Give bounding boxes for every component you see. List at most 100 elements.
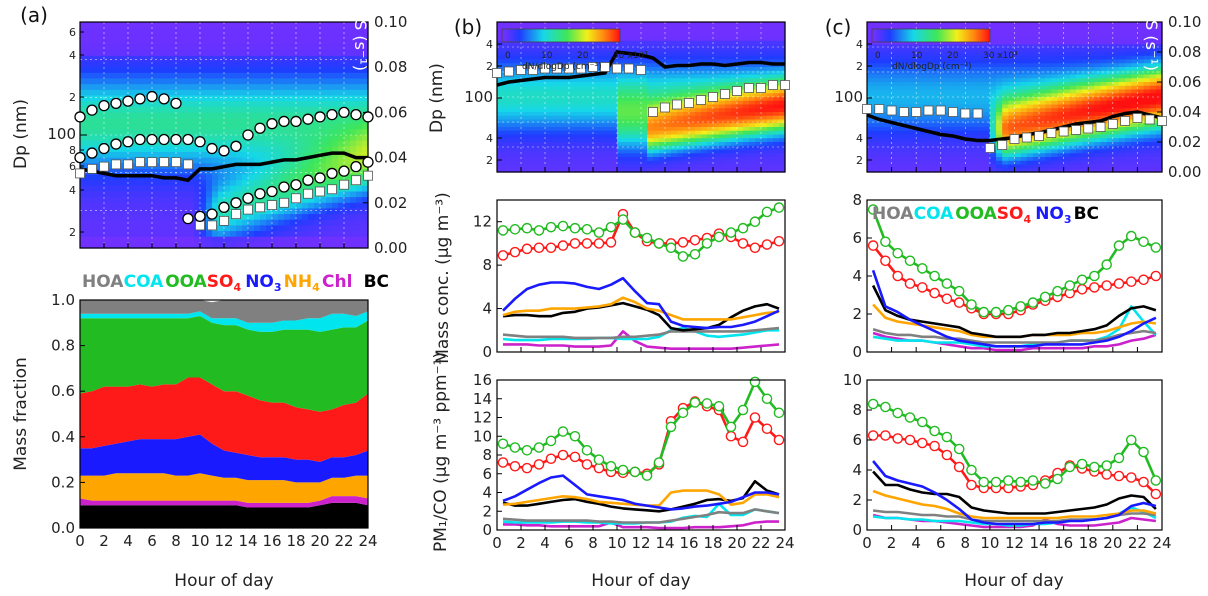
marker-ooa xyxy=(641,470,653,481)
marker-ooa xyxy=(617,464,629,476)
marker-ooa xyxy=(1052,473,1063,485)
legend-hoa: HOA xyxy=(82,272,124,292)
x-axis-label-b: Hour of day xyxy=(591,571,690,591)
x-tick-label: 16 xyxy=(1054,534,1073,552)
panel-label-a: (a) xyxy=(20,3,48,27)
chart-c-mid xyxy=(867,204,1162,352)
marker-square xyxy=(243,204,253,215)
x-tick-label: 6 xyxy=(147,532,157,550)
legend-bc: BC xyxy=(364,272,389,292)
marker-circle xyxy=(350,160,362,173)
panel-label-c: (c) xyxy=(825,15,852,39)
marker-square xyxy=(1046,128,1057,138)
marker-ooa xyxy=(1101,259,1112,270)
y-tick-label: 0.8 xyxy=(51,337,75,355)
mass-fraction-label: Mass fraction xyxy=(11,357,31,471)
marker-circle xyxy=(230,140,242,152)
marker-so4 xyxy=(593,238,605,249)
marker-ooa xyxy=(1064,280,1076,291)
marker-circle xyxy=(74,151,86,164)
y-tick-label: 4 xyxy=(69,49,76,62)
marker-ooa xyxy=(1076,458,1088,470)
line-bc xyxy=(871,284,1157,339)
marker-square xyxy=(1034,131,1044,141)
marker-ooa xyxy=(773,202,785,213)
marker-so4 xyxy=(1125,276,1137,288)
marker-ooa xyxy=(1138,236,1149,248)
y-tick-label: 16 xyxy=(473,371,492,389)
x-tick-label: 16 xyxy=(679,534,698,552)
marker-circle xyxy=(194,210,206,223)
stacked-area xyxy=(80,300,368,528)
marker-ooa xyxy=(1015,476,1026,488)
marker-square xyxy=(75,168,85,179)
marker-ooa xyxy=(953,285,965,297)
marker-circle xyxy=(338,165,350,177)
marker-so4 xyxy=(880,430,891,441)
marker-so4 xyxy=(904,434,916,446)
marker-ooa xyxy=(978,476,990,488)
colorbar-b xyxy=(501,28,621,43)
marker-circle xyxy=(242,192,254,204)
marker-so4 xyxy=(773,235,785,247)
x-tick-label: 24 xyxy=(358,532,377,550)
marker-ooa xyxy=(653,238,665,249)
y-tick-label: 4 xyxy=(69,184,76,197)
area-ooa xyxy=(80,316,368,412)
marker-square xyxy=(291,193,301,204)
y-tick-label: 2 xyxy=(486,154,493,167)
marker-so4 xyxy=(892,433,904,444)
marker-ooa xyxy=(904,255,916,267)
x-tick-label: 6 xyxy=(936,534,946,552)
marker-so4 xyxy=(917,437,928,449)
marker-so4 xyxy=(966,479,977,491)
legend-c-ooa: OOA xyxy=(955,204,997,224)
y-ticks-b-mid xyxy=(497,221,502,353)
y2-tick-label: 0.06 xyxy=(1168,73,1201,91)
marker-ooa xyxy=(1089,270,1100,282)
x-tick-label: 14 xyxy=(1030,534,1049,552)
line-hoa xyxy=(502,326,780,340)
y2-tick-label: 0.02 xyxy=(374,194,407,212)
y-tick-label: 10 xyxy=(473,427,492,445)
y-tick-label: 100 xyxy=(464,88,493,106)
marker-ooa xyxy=(1125,230,1137,242)
marker-circle xyxy=(86,147,98,159)
marker-ooa xyxy=(569,430,581,442)
marker-circle xyxy=(134,93,146,105)
marker-so4 xyxy=(689,234,701,246)
marker-circle xyxy=(338,106,350,119)
marker-ooa xyxy=(545,221,557,233)
marker-so4 xyxy=(941,293,953,305)
x-tick-label: 12 xyxy=(1005,534,1024,552)
y2-tick-label: 0.00 xyxy=(1168,163,1201,181)
marker-square xyxy=(1095,122,1106,132)
marker-square xyxy=(123,159,133,170)
colorbar-tick: 20 xyxy=(947,51,959,61)
marker-so4 xyxy=(867,430,879,441)
marker-ooa xyxy=(773,407,785,419)
marker-ooa xyxy=(689,248,701,260)
marker-ooa xyxy=(677,251,689,262)
marker-square xyxy=(886,105,897,116)
marker-ooa xyxy=(689,397,701,408)
marker-ooa xyxy=(737,404,749,416)
marker-square xyxy=(279,197,289,208)
colorbar-tick: 20 xyxy=(577,51,589,61)
marker-so4 xyxy=(1113,278,1125,289)
y-tick-label: 100 xyxy=(47,125,76,143)
cs-axis-label: CS (s⁻¹) xyxy=(351,9,370,71)
marker-ooa xyxy=(593,227,605,238)
marker-ooa xyxy=(953,443,965,455)
marker-so4 xyxy=(917,282,928,293)
marker-ooa xyxy=(966,299,977,310)
marker-circle xyxy=(182,212,194,225)
marker-ooa xyxy=(593,454,605,465)
marker-ooa xyxy=(617,214,629,225)
marker-circle xyxy=(158,93,170,105)
marker-so4 xyxy=(953,297,965,308)
marker-so4 xyxy=(497,250,509,261)
marker-square xyxy=(207,220,217,231)
colorbar-tick: 30 x10³ xyxy=(983,51,1018,61)
marker-ooa xyxy=(509,442,521,453)
